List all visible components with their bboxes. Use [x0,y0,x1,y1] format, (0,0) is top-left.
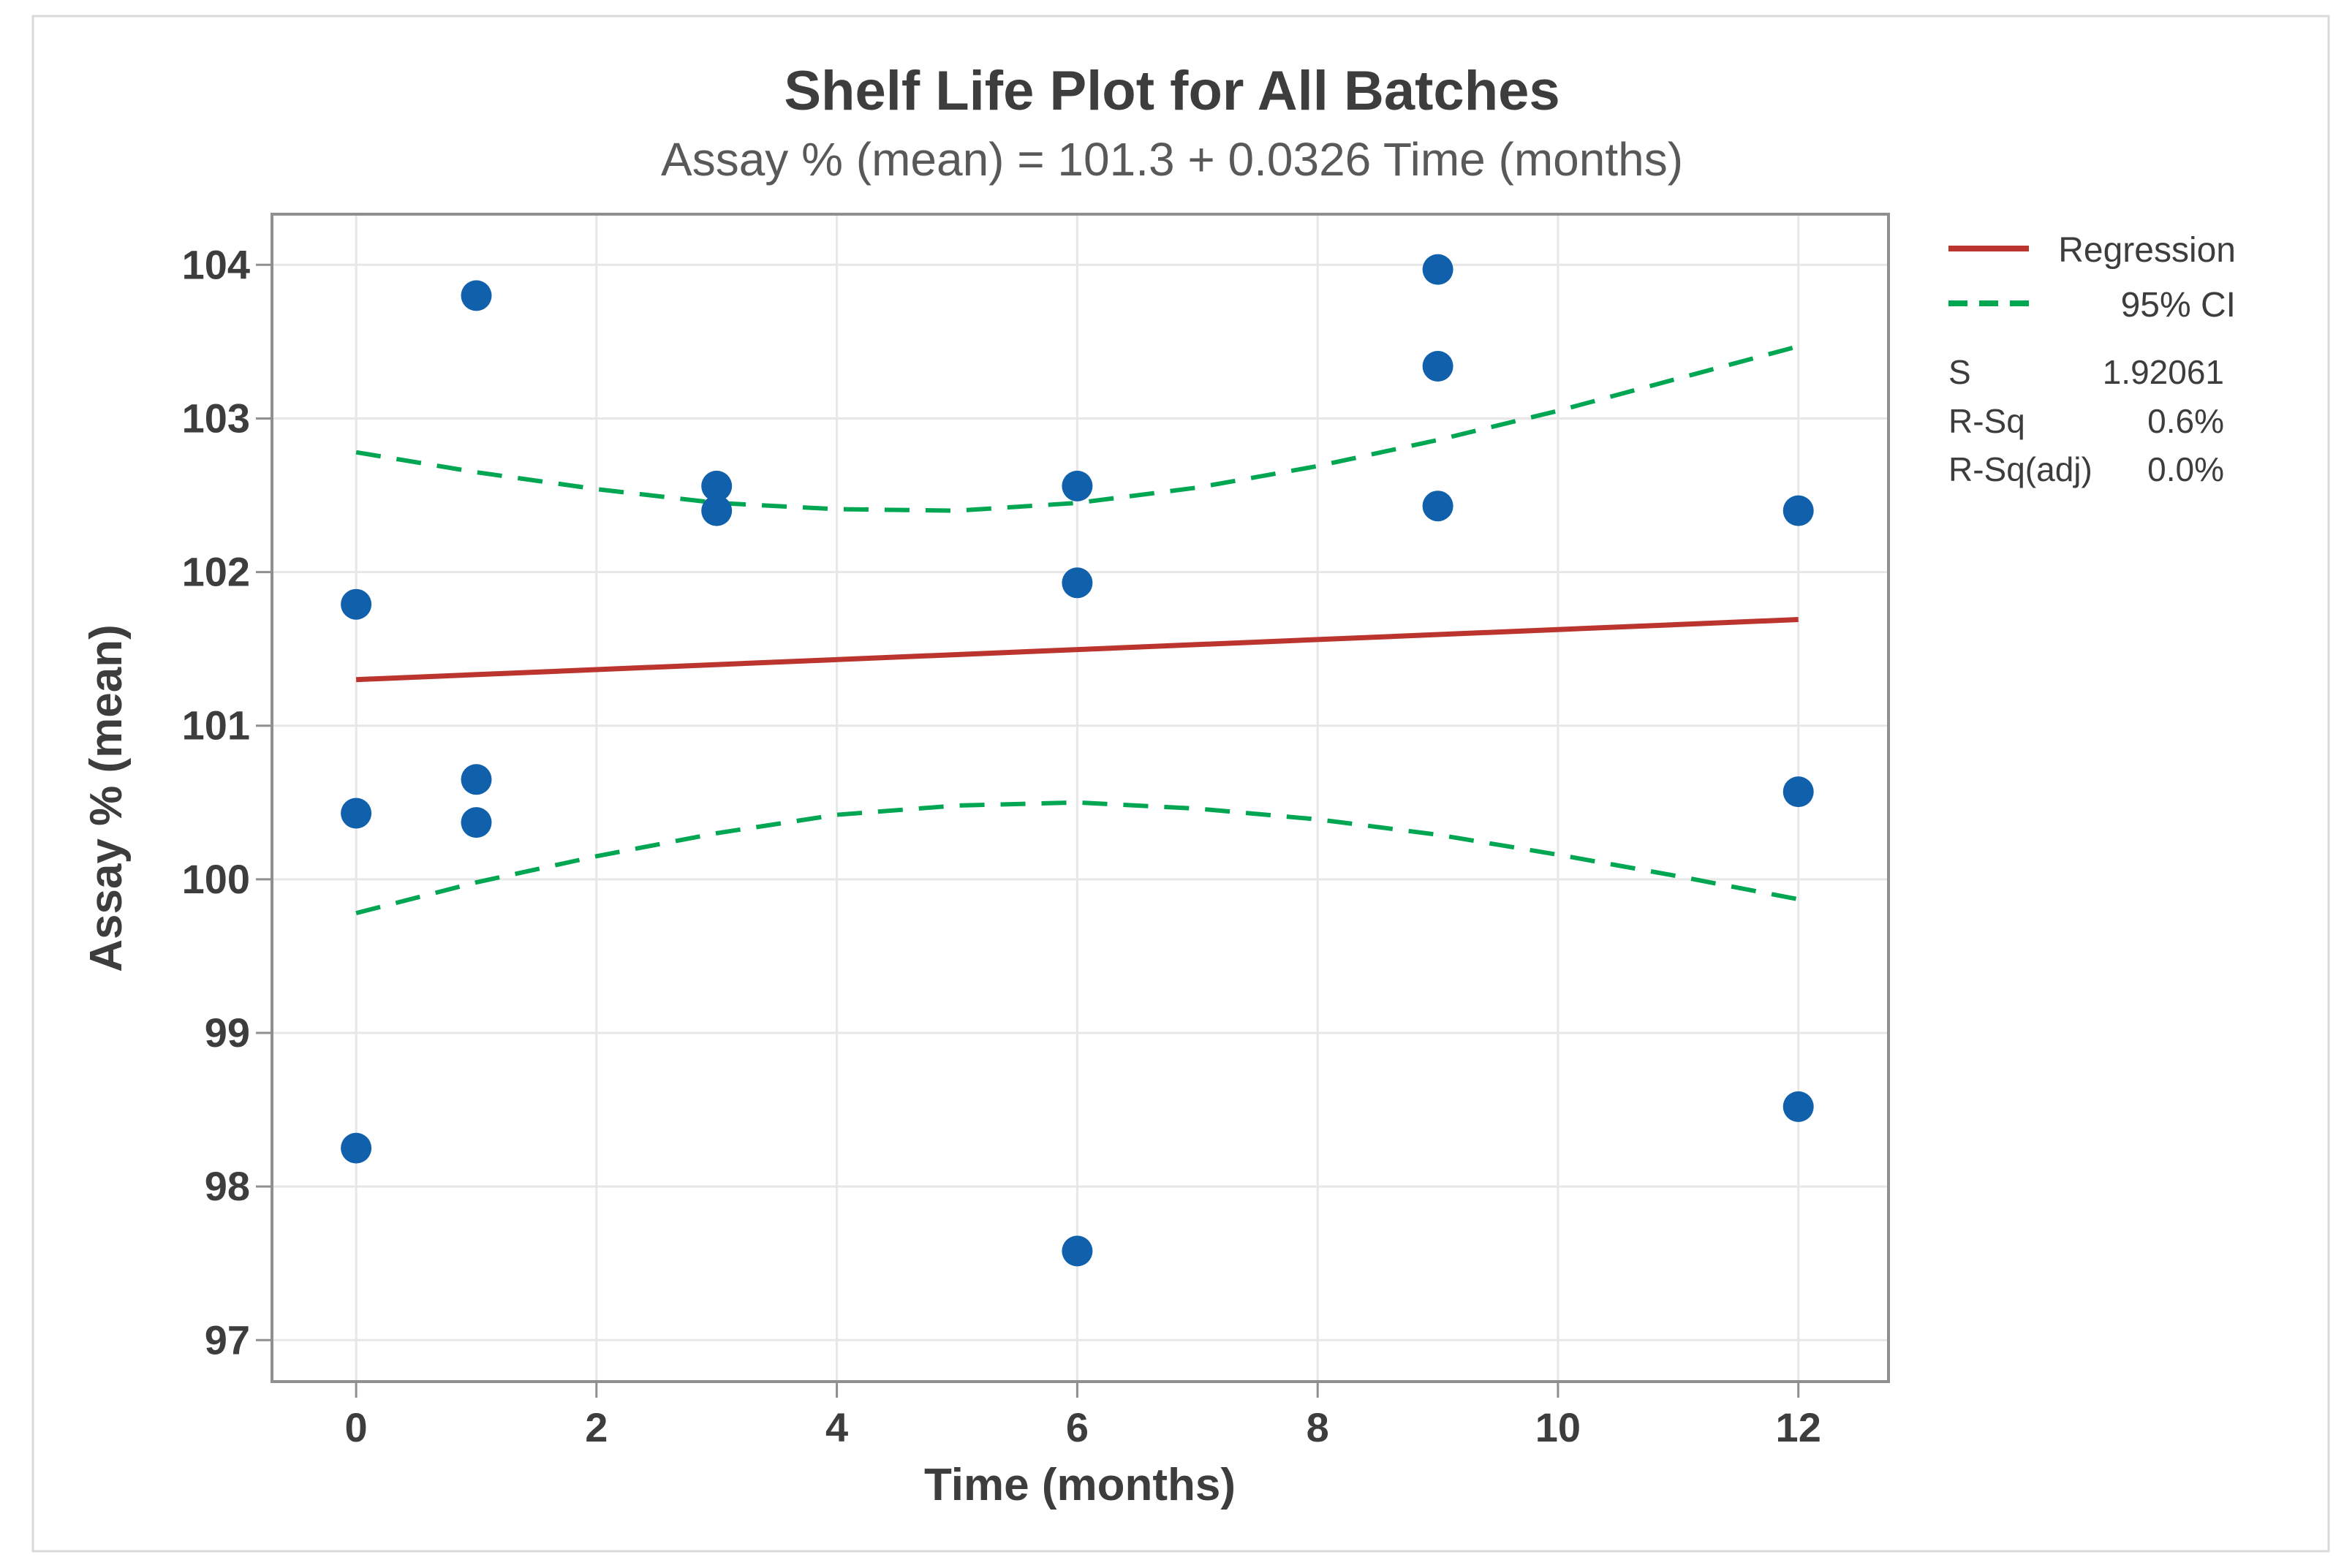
data-point[interactable] [341,588,372,620]
x-tick-label: 2 [585,1404,608,1450]
data-point[interactable] [1422,351,1453,382]
data-point[interactable] [1062,1235,1093,1267]
x-tick-label: 4 [825,1404,848,1450]
data-point[interactable] [1062,567,1093,599]
data-point[interactable] [1782,495,1814,526]
ci-lower-curve[interactable] [355,800,1799,916]
x-tick-label: 8 [1307,1404,1329,1450]
window-frame [31,15,2330,1553]
x-tick-label: 10 [1535,1404,1581,1450]
x-tick-label: 0 [345,1404,368,1450]
y-tick-label: 103 [182,395,250,442]
y-tick-label: 98 [205,1163,250,1209]
data-point[interactable] [1422,254,1453,285]
data-point[interactable] [341,1132,372,1164]
x-tick-label: 6 [1066,1404,1089,1450]
chart-title: Shelf Life Plot for All Batches [784,60,1559,122]
y-tick-label: 99 [205,1010,250,1056]
data-point[interactable] [701,495,733,526]
legend[interactable]: Regression 95% CI [1948,231,2236,325]
chart-subtitle: Assay % (mean) = 101.3 + 0.0326 Time (mo… [661,133,1683,186]
y-tick-label: 104 [182,241,250,287]
regression-line[interactable] [355,617,1799,683]
data-point[interactable] [341,798,372,829]
data-point[interactable] [461,764,492,795]
stat-value-rsq: 0.6% [2147,402,2224,440]
model-summary: S 1.92061 R-Sq 0.6% R-Sq(adj) 0.0% [1948,353,2224,488]
y-tick-label: 97 [205,1317,250,1363]
y-tick-label: 100 [182,856,250,902]
x-tick-label: 12 [1776,1404,1821,1450]
stat-value-s: 1.92061 [2103,353,2224,391]
stat-label-s: S [1948,353,1971,391]
plot-area[interactable]: 0 2 4 6 8 10 12 97 98 99 100 101 102 103 104 [182,213,1890,1450]
data-point[interactable] [461,807,492,838]
y-axis-title: Assay % (mean) [81,624,132,972]
data-point[interactable] [1782,1091,1814,1122]
plot-border [271,213,1890,1383]
data-point[interactable] [701,470,733,501]
data-point[interactable] [1422,491,1453,522]
stat-label-rsq: R-Sq [1948,402,2025,440]
data-point[interactable] [461,280,492,311]
stat-label-rsq-adj: R-Sq(adj) [1948,450,2092,488]
x-axis-title: Time (months) [924,1460,1236,1510]
data-point[interactable] [1782,776,1814,808]
legend-label-regression: Regression [2058,231,2236,270]
y-tick-label: 102 [182,549,250,595]
y-tick-label: 101 [182,702,250,749]
legend-label-ci: 95% CI [2121,286,2236,325]
stat-value-rsq-adj: 0.0% [2147,450,2224,488]
data-point[interactable] [1062,470,1093,501]
